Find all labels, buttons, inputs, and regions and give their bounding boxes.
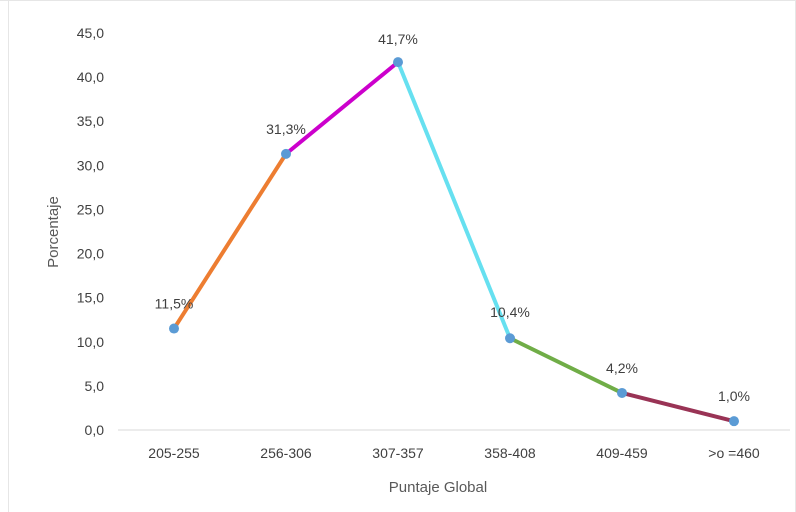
y-tick-label: 20,0	[77, 246, 104, 262]
data-point	[393, 57, 403, 68]
x-axis-title: Puntaje Global	[389, 479, 487, 496]
y-tick-label: 40,0	[77, 69, 104, 85]
data-markers	[169, 57, 739, 427]
y-tick-label: 45,0	[77, 25, 104, 41]
x-tick-label: 205-255	[148, 445, 200, 461]
y-tick-label: 10,0	[77, 334, 104, 350]
data-label: 31,3%	[266, 121, 306, 137]
data-label: 10,4%	[490, 304, 530, 320]
data-label: 4,2%	[606, 360, 638, 376]
data-point	[729, 416, 739, 427]
series-segment	[284, 60, 400, 156]
y-axis-title: Porcentaje	[45, 196, 62, 268]
y-tick-label: 30,0	[77, 157, 104, 173]
x-tick-label: 256-306	[260, 445, 312, 461]
y-tick-label: 35,0	[77, 113, 104, 129]
data-label: 1,0%	[718, 388, 750, 404]
data-label: 11,5%	[155, 296, 194, 312]
y-tick-label: 5,0	[85, 378, 105, 394]
data-point	[281, 148, 291, 159]
series-segment	[508, 336, 624, 395]
x-tick-label: >o =460	[708, 445, 760, 461]
series-segment	[172, 151, 288, 331]
series-segment	[396, 60, 512, 341]
x-axis-ticks: 205-255 256-306 307-357 358-408 409-459 >o =4…	[148, 445, 760, 461]
x-tick-label: 409-459	[596, 445, 648, 461]
series-segment	[620, 390, 736, 424]
data-point	[617, 387, 627, 398]
x-tick-label: 307-357	[372, 445, 424, 461]
data-point	[169, 323, 179, 334]
y-axis-ticks: 0,0 5,0 10,0 15,0 20,0 25,0 30,0 35,0 40,0 45,0	[77, 25, 104, 438]
y-tick-label: 25,0	[77, 201, 104, 217]
left-divider	[8, 0, 9, 512]
series-segments	[172, 60, 736, 424]
y-tick-label: 0,0	[85, 422, 105, 438]
x-tick-label: 358-408	[484, 445, 536, 461]
y-tick-label: 15,0	[77, 290, 104, 306]
data-point	[505, 333, 515, 344]
data-label: 41,7%	[378, 31, 418, 47]
data-labels: 11,5% 31,3% 41,7% 10,4% 4,2% 1,0%	[155, 31, 750, 404]
